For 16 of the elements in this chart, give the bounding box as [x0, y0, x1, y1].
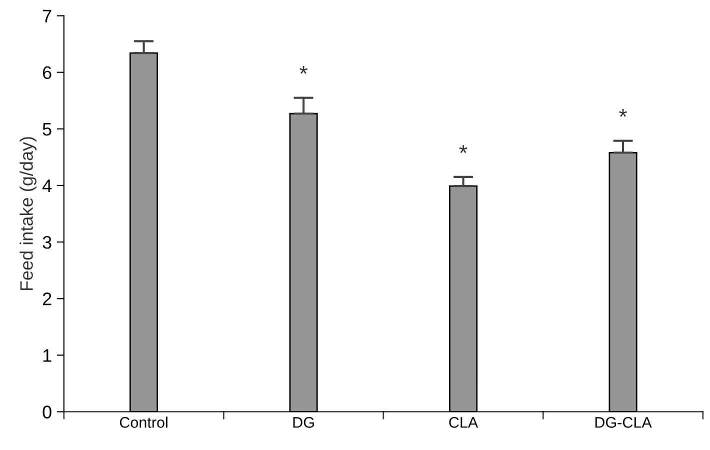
x-tick-label: DG-CLA: [595, 417, 652, 428]
y-tick-label: 2: [42, 292, 52, 306]
y-tick-label: 6: [42, 66, 52, 80]
x-tick-label: Control: [120, 416, 168, 428]
x-tick-label: CLA: [449, 417, 478, 428]
y-tick-label: 3: [42, 236, 52, 249]
y-tick-label: 0: [42, 406, 52, 418]
y-tick-label: 4: [42, 180, 52, 192]
annotation: *: [459, 145, 468, 154]
y-tick-label: 5: [42, 123, 52, 136]
annotation: *: [619, 109, 627, 117]
x-tick-label: DG: [293, 417, 314, 428]
y-tick-label: 1: [43, 349, 52, 362]
y-axis-title: Feed intake (g/day): [20, 137, 36, 290]
annotation: *: [300, 66, 308, 74]
y-tick-label: 7: [42, 10, 52, 22]
